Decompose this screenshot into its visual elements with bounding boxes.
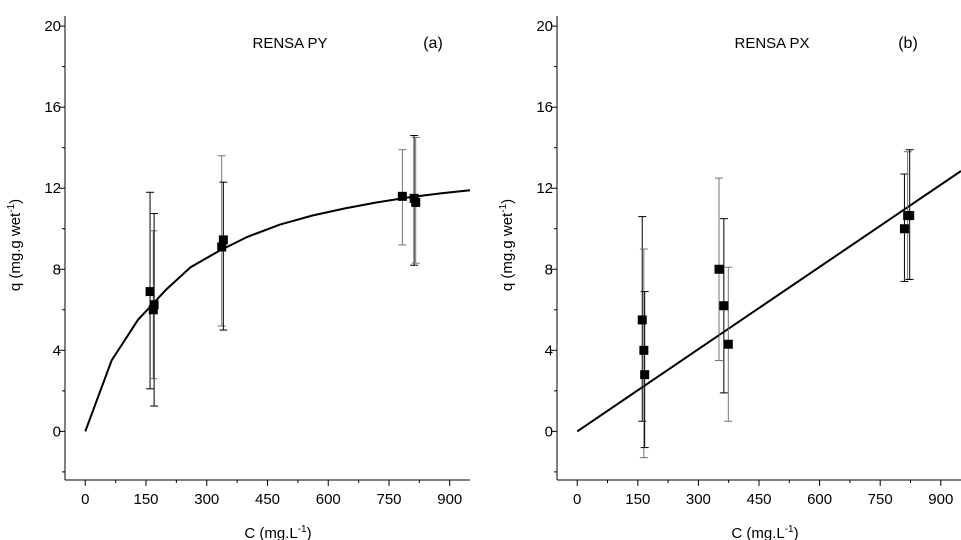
- panel-a-axes: 0 150 300 450 600 750 900 0 4 8 12 16 20: [44, 16, 470, 508]
- panel-a-fit-line: [84, 189, 471, 432]
- panel-a-tag: (a): [423, 35, 443, 52]
- panel-b-y-tick-label: 4: [545, 342, 553, 359]
- panel-a-x-tick-label: 0: [81, 491, 89, 508]
- panel-b: 0 150 300 450 600 750 900 0 4 8 12 16 20 RENSA PX (b…: [498, 16, 961, 540]
- panel-b-points: [637, 149, 915, 459]
- panel-b-y-tick-label: 20: [536, 18, 553, 35]
- panel-a-x-tick-label: 750: [376, 491, 401, 508]
- panel-b-x-tick-label: 300: [686, 491, 711, 508]
- panel-a-y-tick-label: 4: [53, 342, 61, 359]
- panel-b-y-tick-label: 8: [545, 261, 553, 278]
- panel-a-y-tick-label: 8: [53, 261, 61, 278]
- panel-a-x-axis-label: C (mg.L-1): [244, 524, 311, 540]
- panel-b-data-point: [714, 264, 724, 274]
- panel-b-x-tick-label: 600: [807, 491, 832, 508]
- panel-b-data-point: [899, 224, 909, 234]
- panel-a-x-tick-label: 150: [133, 491, 158, 508]
- panel-b-data-point: [639, 345, 649, 355]
- panel-a-data-point: [145, 287, 155, 297]
- panel-a-data-point: [148, 305, 158, 315]
- panel-a-data-point: [149, 300, 159, 310]
- panel-b-x-tick-label: 750: [868, 491, 893, 508]
- panel-b-data-point: [905, 211, 915, 221]
- panel-b-fit-line: [576, 170, 961, 433]
- panel-b-data-point: [723, 339, 733, 349]
- panel-a-y-axis-label: q (mg.g wet-1): [6, 199, 24, 291]
- panel-b-data-point: [719, 301, 729, 311]
- panel-b-axes: 0 150 300 450 600 750 900 0 4 8 12 16 20: [536, 16, 961, 508]
- panel-a-data-point: [397, 191, 407, 201]
- panel-b-data-point: [637, 315, 647, 325]
- panel-a-y-tick-label: 0: [53, 423, 61, 440]
- panel-b-x-tick-label: 900: [928, 491, 953, 508]
- panel-a-title: RENSA PY: [252, 35, 327, 52]
- panel-a-data-point: [217, 242, 227, 252]
- panel-b-title: RENSA PX: [734, 35, 809, 52]
- panel-a-fit-layer: [84, 189, 471, 432]
- panel-b-y-tick-label: 0: [545, 423, 553, 440]
- panel-a-points: [145, 135, 421, 407]
- panel-b-x-axis-label: C (mg.L-1): [731, 524, 798, 540]
- panel-a-x-tick-label: 450: [255, 491, 280, 508]
- panel-a-y-tick-label: 20: [44, 18, 61, 35]
- panel-a-y-tick-label: 16: [44, 99, 61, 116]
- panel-a: 0 150 300 450 600 750 900 0 4 8 12 16 20 RENSA PY (a…: [6, 16, 471, 540]
- panel-b-y-tick-label: 12: [536, 180, 553, 197]
- panel-b-fit-layer: [576, 170, 961, 433]
- panel-a-x-tick-label: 600: [316, 491, 341, 508]
- panel-a-x-tick-label: 300: [194, 491, 219, 508]
- panel-a-data-point: [411, 197, 421, 207]
- panel-a-x-tick-label: 900: [437, 491, 462, 508]
- panel-b-x-tick-label: 150: [625, 491, 650, 508]
- panel-b-x-tick-label: 450: [746, 491, 771, 508]
- panel-b-data-point: [640, 370, 650, 380]
- panel-b-y-axis-label: q (mg.g wet-1): [498, 199, 516, 291]
- panel-b-y-tick-label: 16: [536, 99, 553, 116]
- panel-b-x-tick-label: 0: [573, 491, 581, 508]
- panel-a-y-tick-label: 12: [44, 180, 61, 197]
- panel-a-data-point: [218, 235, 228, 245]
- panel-b-tag: (b): [898, 35, 918, 52]
